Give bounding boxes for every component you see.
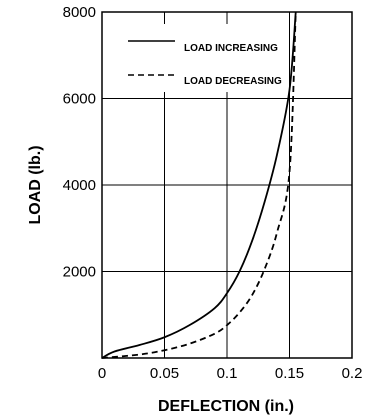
- legend-label-load-increasing-text: LOAD INCREASING: [184, 43, 278, 54]
- series-layer: [101, 11, 297, 359]
- x-tick-label: 0.15: [275, 365, 304, 382]
- y-tick-label: 8000: [63, 4, 96, 21]
- x-tick-label: 0.2: [342, 365, 363, 382]
- y-tick-label: 6000: [63, 91, 96, 108]
- plot-frame: [101, 11, 353, 359]
- legend-label-load-decreasing: LOAD DECREASING: [184, 76, 282, 87]
- x-tick-label: 0.05: [150, 365, 179, 382]
- y-axis-title: LOAD (lb.): [27, 145, 44, 224]
- legend-label-load-decreasing-text: LOAD DECREASING: [184, 76, 282, 87]
- y-tick-label: 2000: [63, 264, 96, 281]
- legend-background: [122, 24, 287, 92]
- series-line-load-increasing: [101, 11, 297, 359]
- x-axis-title: DEFLECTION (in.): [158, 398, 294, 415]
- x-tick-label: 0.1: [217, 365, 238, 382]
- x-tick-labels: 0 0.05 0.1 0.15 0.2: [98, 365, 363, 382]
- series-line-load-decreasing: [101, 11, 297, 359]
- y-tick-label: 4000: [63, 177, 96, 194]
- legend: LOAD INCREASING LOAD DECREASING: [122, 24, 287, 92]
- legend-label-load-increasing: LOAD INCREASING: [184, 43, 278, 54]
- x-tick-label: 0: [98, 365, 106, 382]
- y-tick-labels: 2000 4000 6000 8000: [63, 4, 96, 281]
